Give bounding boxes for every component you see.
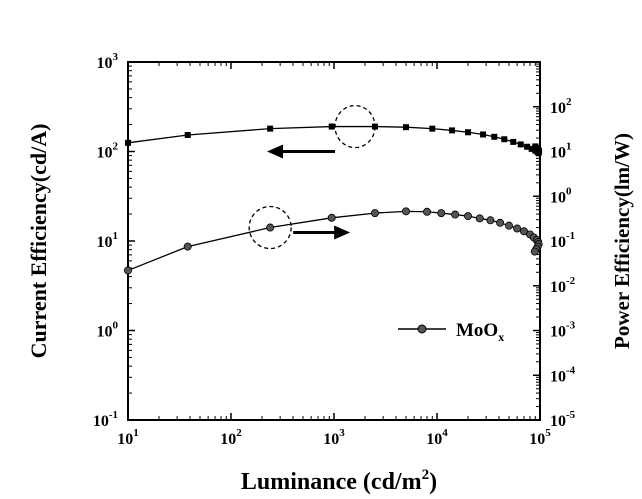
- series-2-point: [266, 223, 275, 232]
- y-right-tick-label: 10-5: [550, 409, 576, 430]
- y-right-tick-label: 100: [550, 185, 572, 206]
- series-1-point: [267, 125, 274, 132]
- series-2-point: [124, 266, 133, 275]
- series-1-point: [465, 129, 472, 136]
- x-tick-label: 104: [426, 427, 448, 448]
- y-right-axis-title: Power Efficiency(lm/W): [610, 133, 634, 349]
- series-1-point: [517, 141, 524, 148]
- series-2-point: [513, 224, 522, 233]
- y-left-axis-title: Current Efficiency(cd/A): [26, 124, 51, 359]
- y-left-tick-label: 102: [97, 141, 119, 162]
- legend-marker: [417, 324, 427, 334]
- y-right-tick-label: 101: [550, 141, 572, 162]
- y-left-tick-label: 100: [97, 320, 119, 341]
- series-2-point: [530, 247, 539, 256]
- series-2-point: [401, 207, 410, 216]
- axis-ticks: 101 102 103 104 105 10-1 100 101 102 103 10-5 10-4 1…: [93, 51, 576, 448]
- series-1-point: [510, 138, 517, 145]
- series-1-point: [429, 125, 436, 132]
- x-axis-title: Luminance (cd/m2): [241, 467, 437, 495]
- y-right-tick-label: 102: [550, 96, 572, 117]
- series-1-point: [480, 131, 487, 138]
- series-1-point: [528, 145, 535, 152]
- series-1-point: [491, 133, 498, 140]
- series-1-line: [127, 125, 540, 154]
- series-2-point: [327, 213, 336, 222]
- y-right-tick-label: 10-3: [550, 320, 576, 341]
- series-1-point: [328, 123, 335, 130]
- legend-label: MoOx: [456, 320, 504, 344]
- series-1-point: [449, 127, 456, 134]
- series-1-point: [532, 143, 539, 150]
- y-left-tick-label: 101: [97, 230, 119, 251]
- annotations: [248, 104, 376, 250]
- series-2-point: [486, 216, 495, 225]
- series-1-point: [402, 124, 409, 131]
- series-2-point: [437, 209, 446, 218]
- series-2-point: [423, 207, 432, 216]
- series-1-point: [125, 139, 131, 146]
- series-2-point: [183, 242, 192, 251]
- arrow-right-head: [334, 225, 351, 240]
- x-tick-label: 103: [323, 427, 345, 448]
- series-1-point: [184, 131, 191, 138]
- series-2-point: [475, 214, 484, 223]
- dashed-circle-ce: [334, 104, 376, 149]
- series-2-point: [496, 218, 505, 227]
- y-left-tick-label: 10-1: [93, 409, 118, 430]
- series-1-point: [501, 136, 508, 143]
- y-right-tick-label: 10-4: [550, 364, 576, 385]
- arrow-left-head: [267, 144, 284, 159]
- plot-frame: [127, 61, 541, 421]
- x-tick-label: 102: [220, 427, 242, 448]
- series-1-point: [524, 143, 531, 150]
- y-right-tick-label: 10-1: [550, 230, 575, 251]
- y-left-tick-label: 103: [97, 51, 119, 72]
- y-right-tick-label: 10-2: [550, 275, 576, 296]
- series-2-point: [370, 209, 379, 218]
- data-series: [124, 123, 543, 275]
- series-2-point: [451, 210, 460, 219]
- series-2-point: [464, 212, 473, 221]
- series-2-point: [504, 221, 513, 230]
- x-tick-label: 105: [529, 427, 551, 448]
- legend: MoOx: [398, 320, 504, 344]
- dashed-circle-pe: [248, 205, 292, 250]
- x-tick-label: 101: [117, 427, 139, 448]
